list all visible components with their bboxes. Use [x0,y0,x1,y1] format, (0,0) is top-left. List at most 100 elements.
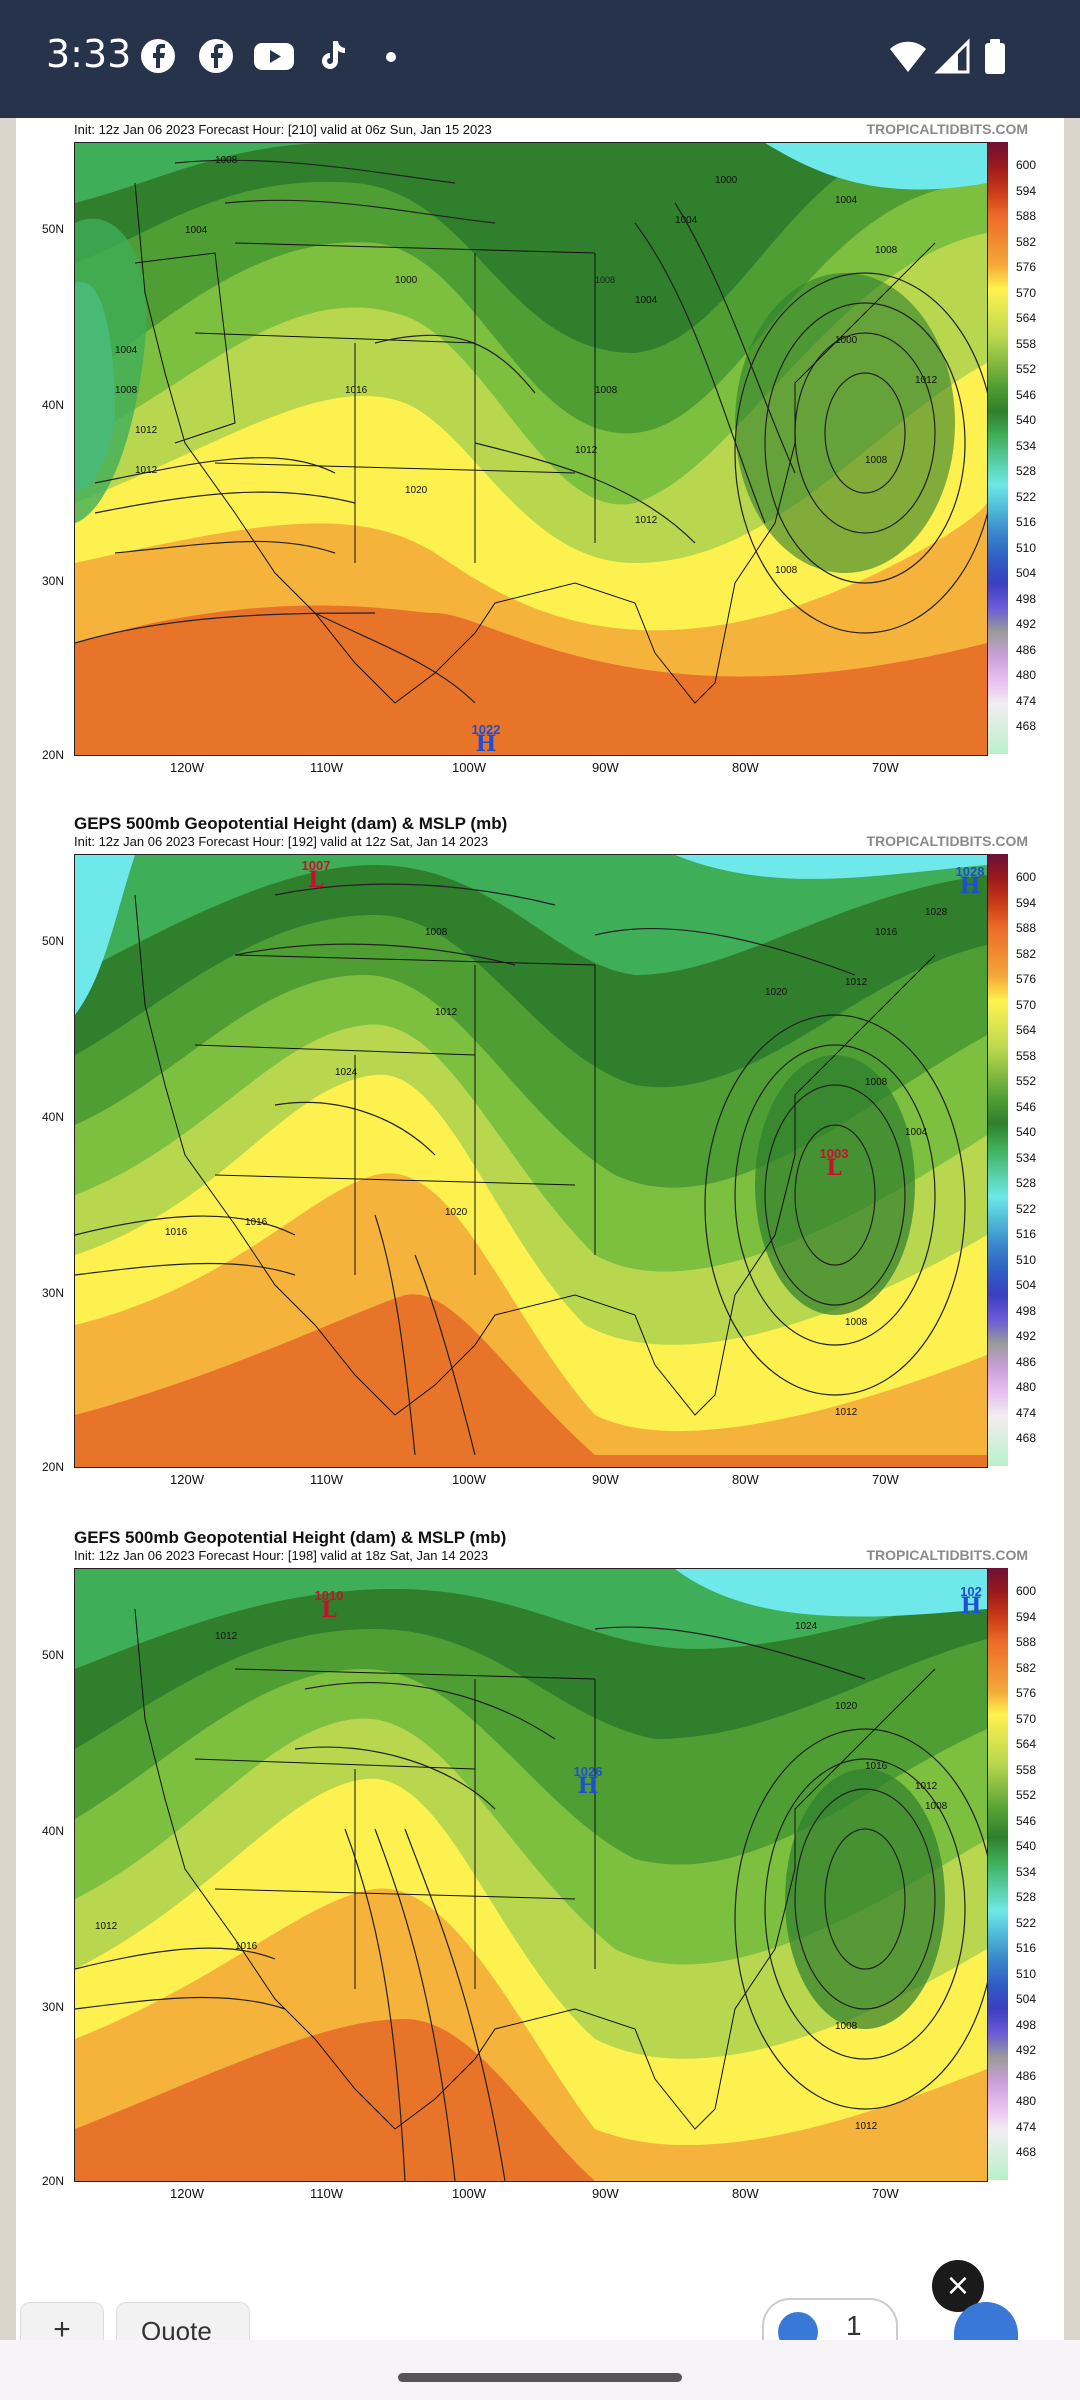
legend-label: 552 [1016,1788,1037,1802]
map-plot: 1008 1012 1020 1024 1016 1016 1020 1012 1008 1004… [74,854,988,1468]
legend-label: 594 [1016,1610,1037,1624]
map-title: GEPS 500mb Geopotential Height (dam) & M… [74,814,508,833]
lon-label: 80W [732,1472,759,1487]
navigation-bar [0,2340,1080,2400]
lat-label: 30N [42,2000,65,2014]
legend-label: 522 [1016,1202,1037,1216]
isobar-label: 1024 [335,1067,358,1078]
post-content: Init: 12z Jan 06 2023 Forecast Hour: [21… [16,118,1064,2340]
isobar-label: 1012 [915,1781,938,1792]
lon-label: 120W [170,2186,204,2201]
isobar-label: 1004 [675,215,698,226]
like-count: 1 [846,2310,862,2341]
forecast-map-2[interactable]: GEPS 500mb Geopotential Height (dam) & M… [16,814,1064,1504]
legend-label: 474 [1016,1406,1037,1420]
height-field: 1008 1008 1004 1000 1004 1008 1012 1012 1016 102… [75,143,987,755]
isobar-label: 1008 [865,1077,888,1088]
lon-label: 110W [310,760,343,775]
lat-label: 20N [42,1460,65,1474]
high-pressure-center: 102 H [960,1584,982,1619]
lon-label: 90W [592,2186,619,2201]
legend-label: 468 [1016,1431,1037,1445]
high-pressure-center: 1026 H [573,1764,603,1799]
legend-label: 564 [1016,1023,1037,1037]
map-init-line: Init: 12z Jan 06 2023 Forecast Hour: [21… [74,122,492,137]
lon-label: 110W [310,2186,343,2201]
legend-label: 492 [1016,2043,1037,2057]
legend-label: 528 [1016,1890,1037,1904]
legend-label: 510 [1016,541,1037,555]
isobar-label: 1012 [575,445,598,456]
lon-label: 70W [872,760,899,775]
isobar-label: 1004 [115,345,138,356]
legend-label: 498 [1016,592,1037,606]
lon-label: 100W [452,760,486,775]
legend-label: 552 [1016,362,1037,376]
legend-label: 600 [1016,870,1037,884]
legend-label: 522 [1016,1916,1037,1930]
isobar-label: 1012 [855,2121,878,2132]
add-button[interactable]: + [20,2302,104,2341]
legend-label: 522 [1016,490,1037,504]
facebook-icon [141,39,175,73]
legend-label: 558 [1016,1763,1037,1777]
lat-label: 30N [42,574,65,588]
wifi-icon [890,41,926,72]
lon-label: 120W [170,760,204,775]
lon-label: 90W [592,1472,619,1487]
quote-button[interactable]: Quote [116,2302,250,2340]
legend-label: 570 [1016,1712,1037,1726]
lat-label: 50N [42,222,65,236]
lon-label: 80W [732,2186,759,2201]
legend-label: 600 [1016,1584,1037,1598]
legend-label: 540 [1016,1839,1037,1853]
brand-watermark: TROPICALTIDBITS.COM [866,1547,1028,1563]
forecast-map-3[interactable]: GEFS 500mb Geopotential Height (dam) & M… [16,1528,1064,2218]
legend-label: 516 [1016,515,1037,529]
isobar-label: 1004 [905,1127,928,1138]
legend-label: 582 [1016,947,1037,961]
map-plot: 1012 1012 1016 1024 1020 1016 1012 1008 1008 1012 [74,1568,988,2182]
legend-label: 534 [1016,1151,1037,1165]
legend-label: 570 [1016,998,1037,1012]
legend-label: 486 [1016,643,1037,657]
height-field: 1012 1012 1016 1024 1020 1016 1012 1008 1008 1012 [75,1569,987,2181]
isobar-label: 1008 [835,2021,858,2032]
isobar-label: 1024 [795,1621,818,1632]
isobar-label: 1012 [95,1921,118,1932]
legend-label: 534 [1016,1865,1037,1879]
low-pressure-center: 1003 L [819,1146,849,1181]
isobar-label: 1008 [845,1317,868,1328]
map-title: GEFS 500mb Geopotential Height (dam) & M… [74,1528,507,1547]
lon-label: 90W [592,760,619,775]
lat-label: 40N [42,398,65,412]
reaction-pill[interactable]: 1 [762,2298,898,2342]
legend-label: 528 [1016,1176,1037,1190]
map-plot: 1008 1008 1004 1000 1004 1008 1012 1012 1016 102… [74,142,988,756]
legend-label: 600 [1016,158,1037,172]
forecast-map-1[interactable]: Init: 12z Jan 06 2023 Forecast Hour: [21… [16,118,1064,808]
isobar-label: 1012 [635,515,658,526]
map-init-line: Init: 12z Jan 06 2023 Forecast Hour: [19… [74,834,489,849]
legend-label: 546 [1016,1100,1037,1114]
lon-label: 70W [872,2186,899,2201]
legend-label: 588 [1016,921,1037,935]
isobar-label: 1000 [715,175,738,186]
isobar-label: 1008 [595,385,618,396]
home-indicator[interactable] [398,2373,682,2382]
lon-label: 120W [170,1472,204,1487]
legend-label: 576 [1016,972,1037,986]
isobar-label: 1012 [215,1631,238,1642]
brand-watermark: TROPICALTIDBITS.COM [866,121,1028,137]
lon-label: 100W [452,1472,486,1487]
high-pressure-center: 1028 H [955,864,985,899]
lon-label: 80W [732,760,759,775]
legend-label: 594 [1016,184,1037,198]
youtube-icon [254,43,294,70]
legend-label: 468 [1016,2145,1037,2159]
map-init-line: Init: 12z Jan 06 2023 Forecast Hour: [19… [74,1548,489,1563]
isobar-label: 1000 [835,335,858,346]
low-pressure-center: 1010 L [314,1588,344,1623]
lon-label: 100W [452,2186,486,2201]
legend-label: 480 [1016,668,1037,682]
